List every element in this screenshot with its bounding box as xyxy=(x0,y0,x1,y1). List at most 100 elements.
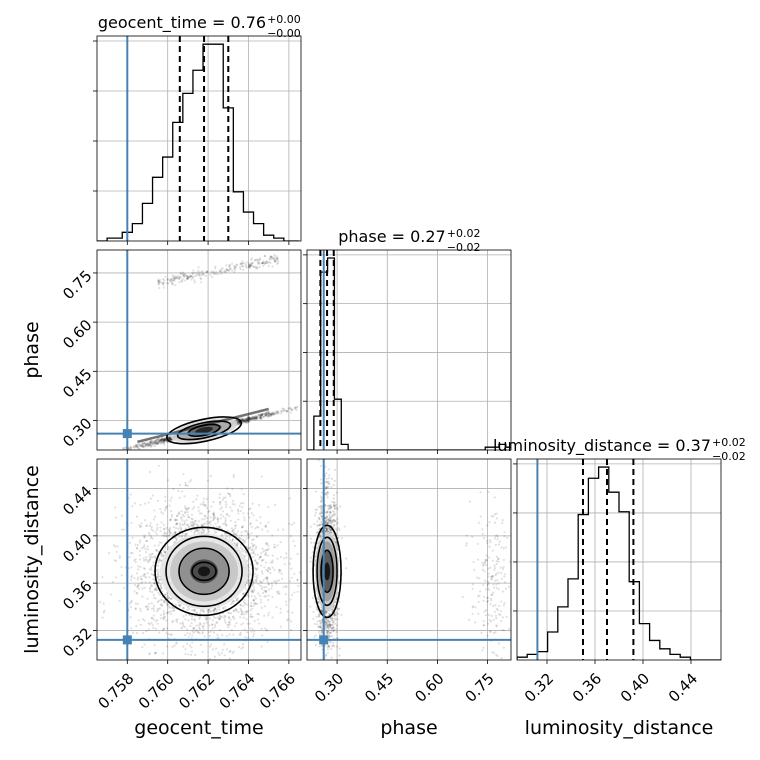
sample-point xyxy=(196,494,199,497)
sample-point xyxy=(133,590,136,593)
sample-point xyxy=(224,532,227,536)
sample-point xyxy=(211,619,214,622)
sample-point xyxy=(234,608,237,611)
sample-point xyxy=(168,436,171,439)
sample-point xyxy=(179,271,182,275)
sample-point xyxy=(218,615,222,618)
sample-point xyxy=(158,439,162,442)
sample-point xyxy=(255,258,258,261)
sample-point xyxy=(244,551,247,554)
sample-point xyxy=(326,662,328,664)
sample-point xyxy=(243,262,246,265)
sample-point xyxy=(130,566,133,569)
sample-point xyxy=(156,601,159,604)
sample-point xyxy=(209,475,212,478)
sample-point xyxy=(200,523,203,526)
sample-point xyxy=(196,523,199,527)
sample-point xyxy=(245,417,248,421)
sample-point xyxy=(141,595,144,598)
sample-point xyxy=(263,262,267,265)
sample-point xyxy=(192,522,195,525)
sample-point xyxy=(143,572,146,576)
sample-point xyxy=(132,631,135,634)
sample-point xyxy=(247,415,250,418)
sample-point xyxy=(163,600,166,603)
sample-point xyxy=(204,503,207,507)
sample-point xyxy=(242,592,245,596)
sample-point xyxy=(187,635,190,638)
sample-point xyxy=(241,660,243,662)
sample-point xyxy=(249,563,252,566)
sample-point xyxy=(190,275,193,278)
sample-point xyxy=(133,583,137,587)
sample-point xyxy=(320,643,324,647)
sample-point xyxy=(254,267,258,270)
sample-point xyxy=(136,446,139,449)
sample-point xyxy=(221,498,224,501)
sample-point xyxy=(252,514,255,517)
sample-point xyxy=(195,522,198,525)
sample-point xyxy=(256,416,259,419)
sample-point xyxy=(326,619,329,622)
sample-point xyxy=(161,281,165,284)
sample-point xyxy=(293,572,296,575)
sample-point xyxy=(167,596,171,599)
sample-point xyxy=(203,635,206,638)
sample-point xyxy=(157,607,160,610)
sample-point xyxy=(251,416,254,420)
sample-point xyxy=(101,575,104,579)
sample-point xyxy=(255,416,258,419)
sample-point xyxy=(168,279,172,282)
sample-point xyxy=(268,257,271,261)
sample-point xyxy=(248,417,251,420)
sample-point xyxy=(145,605,148,608)
sample-point xyxy=(200,531,203,534)
sample-point xyxy=(254,416,258,420)
sample-point xyxy=(198,616,202,619)
sample-point xyxy=(267,614,270,617)
sample-point xyxy=(133,576,136,580)
sample-point xyxy=(149,442,152,445)
sample-point xyxy=(210,609,213,613)
sample-point xyxy=(170,439,173,442)
sample-point xyxy=(107,552,111,555)
sample-point xyxy=(244,419,247,422)
sample-point xyxy=(169,437,172,441)
sample-point xyxy=(280,412,283,415)
sample-point xyxy=(276,544,279,547)
sample-point xyxy=(212,512,215,516)
sample-point xyxy=(327,645,331,648)
sample-point xyxy=(275,582,278,585)
sample-point xyxy=(225,679,227,681)
sample-point xyxy=(173,532,176,535)
sample-point xyxy=(232,473,236,477)
sample-point xyxy=(157,281,160,284)
sample-point xyxy=(329,635,332,638)
sample-point xyxy=(331,617,334,620)
correlation-ridge xyxy=(137,407,269,444)
sample-point xyxy=(156,438,159,441)
sample-point xyxy=(231,538,234,541)
sample-point xyxy=(216,520,220,524)
sample-point xyxy=(99,600,102,604)
sample-point xyxy=(239,633,242,636)
sample-point xyxy=(163,439,166,443)
sample-point xyxy=(241,550,244,553)
sample-point xyxy=(250,590,253,593)
sample-point xyxy=(243,628,246,631)
sample-point xyxy=(195,611,198,614)
sample-point xyxy=(156,526,159,530)
sample-point xyxy=(246,533,250,536)
sample-point xyxy=(274,412,277,415)
sample-point xyxy=(228,633,231,636)
sample-point xyxy=(174,275,177,279)
sample-point xyxy=(145,605,148,608)
sample-point xyxy=(221,634,224,637)
sample-point xyxy=(145,630,148,633)
sample-point xyxy=(209,520,212,523)
sample-point xyxy=(238,422,241,425)
sample-point xyxy=(256,415,259,418)
sample-point xyxy=(143,643,146,646)
sample-point xyxy=(239,268,242,271)
sample-point xyxy=(122,663,124,665)
